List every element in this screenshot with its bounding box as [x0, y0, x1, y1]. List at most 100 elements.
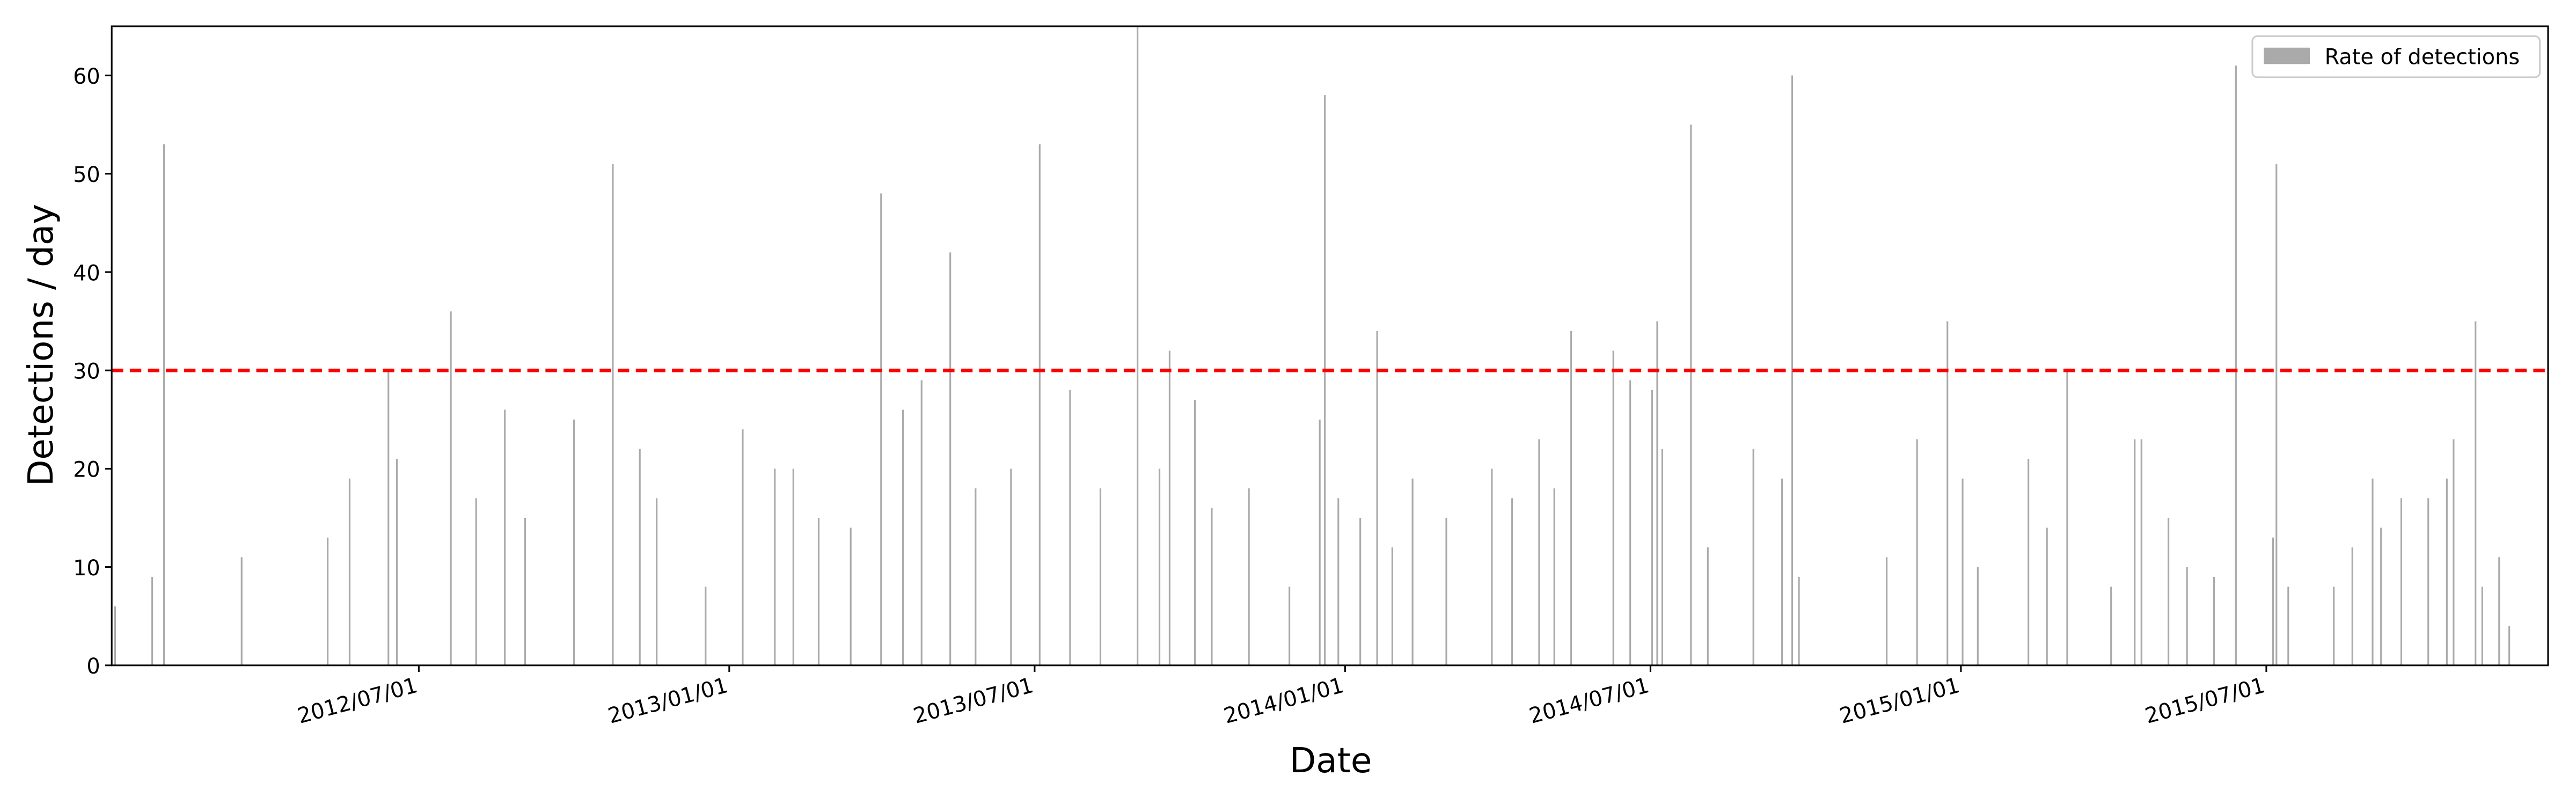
- bar: [151, 576, 153, 665]
- bar: [1168, 350, 1170, 665]
- bar: [2380, 528, 2382, 665]
- bar: [2508, 626, 2511, 665]
- bar: [1656, 321, 1658, 665]
- bar: [348, 478, 351, 665]
- bar: [2453, 439, 2455, 665]
- bar: [1977, 567, 1979, 665]
- bar: [2372, 478, 2374, 665]
- bar: [2400, 498, 2403, 665]
- bar: [2235, 65, 2237, 665]
- bar: [524, 517, 526, 665]
- bar: [1010, 469, 1012, 665]
- bar: [1946, 321, 1949, 665]
- x-tick-label: 2013/01/01: [605, 673, 730, 729]
- bar: [1248, 488, 1250, 665]
- bar: [880, 193, 882, 665]
- bar: [387, 370, 390, 665]
- bar: [705, 587, 707, 665]
- bar: [2333, 587, 2335, 665]
- bar: [1791, 75, 1794, 665]
- legend-swatch: [2264, 47, 2310, 64]
- bar: [2498, 557, 2500, 665]
- legend: Rate of detections: [2251, 35, 2541, 78]
- bar: [450, 311, 452, 665]
- plot-frame: [111, 25, 2549, 667]
- bar: [1337, 498, 1340, 665]
- bar: [1511, 498, 1513, 665]
- y-tick-label: 10: [73, 556, 100, 581]
- bar: [2046, 528, 2048, 665]
- bar: [240, 557, 243, 665]
- y-tick-label: 0: [86, 654, 100, 679]
- bar: [975, 488, 977, 665]
- x-tick-label: 2015/07/01: [2142, 673, 2267, 729]
- bar: [1553, 488, 1555, 665]
- bar: [1885, 557, 1888, 665]
- bar: [475, 498, 477, 665]
- bar: [1038, 144, 1041, 665]
- y-tick-label: 30: [73, 359, 100, 384]
- bar: [792, 469, 794, 665]
- bar: [1137, 26, 1139, 665]
- bar: [1324, 95, 1326, 665]
- legend-label: Rate of detections: [2325, 45, 2520, 69]
- bar: [1359, 517, 1362, 665]
- bar: [2028, 459, 2030, 665]
- bar: [1752, 449, 1754, 665]
- bar: [2213, 576, 2215, 665]
- bar: [1445, 517, 1447, 665]
- bar: [742, 429, 744, 665]
- bar: [1158, 469, 1161, 665]
- bar: [1069, 390, 1071, 665]
- bar: [163, 144, 165, 665]
- bar: [573, 419, 575, 665]
- bar: [396, 459, 398, 665]
- bar: [1962, 478, 1964, 665]
- bar: [1629, 380, 1631, 665]
- bar: [1798, 576, 1800, 665]
- bar: [1391, 547, 1393, 665]
- bar: [1491, 469, 1493, 665]
- y-tick-label: 50: [73, 163, 100, 187]
- bar: [2110, 587, 2112, 665]
- bar: [1099, 488, 1102, 665]
- bar: [817, 517, 820, 665]
- bar: [2168, 517, 2170, 665]
- bar: [2272, 537, 2274, 665]
- bar: [850, 528, 852, 665]
- bar: [504, 409, 506, 665]
- bar: [2351, 547, 2353, 665]
- x-tick-label: 2013/07/01: [911, 673, 1036, 729]
- bar: [1289, 587, 1291, 665]
- bar: [1781, 478, 1783, 665]
- bar: [639, 449, 641, 665]
- bar: [1376, 331, 1378, 665]
- bar: [2275, 164, 2278, 665]
- bar: [774, 469, 776, 665]
- bar: [1319, 419, 1321, 665]
- bar: [114, 606, 116, 665]
- bar: [1661, 449, 1663, 665]
- bar: [1651, 390, 1653, 665]
- bar: [1411, 478, 1414, 665]
- bar: [612, 164, 614, 665]
- bar: [1570, 331, 1572, 665]
- bar: [2287, 587, 2289, 665]
- bar: [2427, 498, 2429, 665]
- bar: [1612, 350, 1614, 665]
- x-tick-label: 2014/07/01: [1527, 673, 1652, 729]
- bar: [920, 380, 923, 665]
- bar: [2475, 321, 2477, 665]
- bar: [949, 252, 952, 665]
- y-tick-label: 60: [73, 64, 100, 89]
- bar: [2066, 370, 2068, 665]
- y-axis-label: Detections / day: [21, 204, 61, 486]
- bar: [2446, 478, 2448, 665]
- bar: [2140, 439, 2142, 665]
- bar: [902, 409, 904, 665]
- bar: [2186, 567, 2188, 665]
- bar: [1211, 508, 1213, 665]
- bar: [656, 498, 658, 665]
